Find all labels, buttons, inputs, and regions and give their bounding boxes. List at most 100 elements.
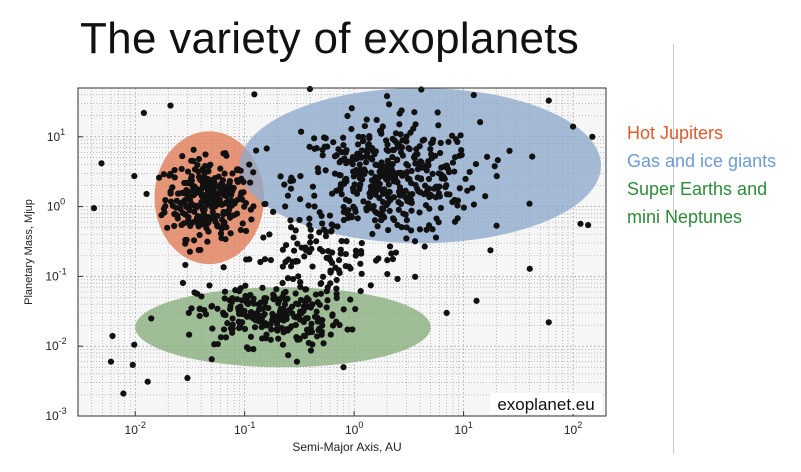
data-point xyxy=(319,322,326,329)
data-point xyxy=(342,149,349,156)
data-point xyxy=(416,209,423,216)
y-tick-label: 10-3 xyxy=(45,406,66,423)
data-point xyxy=(337,187,344,194)
data-point xyxy=(434,109,441,116)
data-point xyxy=(460,204,467,211)
data-point xyxy=(327,269,334,276)
data-point xyxy=(403,235,410,242)
data-point xyxy=(407,227,415,234)
data-point xyxy=(316,229,323,236)
data-point xyxy=(372,182,379,189)
data-point xyxy=(199,213,206,220)
data-point xyxy=(297,196,304,203)
data-point xyxy=(223,152,230,159)
y-tick-label: 10-2 xyxy=(45,336,66,353)
data-point xyxy=(319,248,326,255)
data-point xyxy=(207,161,214,168)
data-point xyxy=(402,187,409,194)
data-point xyxy=(253,147,260,154)
data-point xyxy=(179,279,187,287)
data-point xyxy=(209,208,216,216)
data-point xyxy=(403,133,410,140)
data-point xyxy=(389,256,396,263)
data-point xyxy=(288,174,295,181)
data-point xyxy=(218,225,225,232)
data-point xyxy=(344,112,351,120)
data-point xyxy=(143,190,150,198)
data-point xyxy=(397,200,405,208)
data-point xyxy=(340,208,347,216)
data-point xyxy=(529,153,536,160)
data-point xyxy=(451,168,458,175)
data-point xyxy=(250,169,257,176)
data-point xyxy=(262,200,269,208)
data-point xyxy=(376,194,383,202)
data-point xyxy=(379,123,386,130)
data-point xyxy=(313,308,320,315)
data-point xyxy=(297,283,304,291)
data-point xyxy=(287,263,295,270)
data-point xyxy=(412,152,419,159)
data-point xyxy=(222,236,229,243)
data-point xyxy=(577,220,584,227)
data-point xyxy=(183,236,190,244)
data-point xyxy=(275,335,282,342)
data-point xyxy=(179,153,186,160)
data-point xyxy=(307,347,315,354)
data-point xyxy=(247,179,254,186)
data-point xyxy=(184,168,192,175)
data-point xyxy=(439,173,446,180)
data-point xyxy=(220,211,227,218)
data-point xyxy=(406,145,413,153)
data-point xyxy=(369,230,376,238)
data-point xyxy=(246,256,253,263)
data-point xyxy=(314,165,321,172)
data-point xyxy=(357,247,365,255)
data-point xyxy=(205,185,212,192)
data-point xyxy=(382,137,390,144)
data-point xyxy=(247,309,254,316)
data-point xyxy=(320,340,327,347)
data-point xyxy=(464,187,471,194)
data-point xyxy=(349,156,357,164)
data-point xyxy=(330,139,337,146)
data-point xyxy=(381,186,388,193)
data-point xyxy=(144,378,151,385)
data-point xyxy=(383,202,390,209)
data-point xyxy=(425,185,432,192)
data-point xyxy=(392,249,400,256)
data-point xyxy=(167,188,174,195)
data-point xyxy=(414,166,422,173)
data-point xyxy=(336,321,343,329)
data-point xyxy=(347,296,354,303)
data-point xyxy=(361,166,368,173)
data-point xyxy=(329,312,336,319)
data-point xyxy=(196,231,203,239)
data-point xyxy=(131,341,138,348)
data-point xyxy=(373,116,380,124)
data-point xyxy=(307,233,314,240)
data-point xyxy=(393,178,401,185)
legend-hot-jupiters: Hot Jupiters xyxy=(627,123,724,143)
data-point xyxy=(389,154,396,161)
x-tick-label: 10-1 xyxy=(234,420,255,437)
data-point xyxy=(340,306,347,313)
data-point xyxy=(384,177,391,184)
data-point xyxy=(323,228,330,236)
data-point xyxy=(220,326,228,333)
data-point xyxy=(433,215,440,222)
data-point xyxy=(220,191,227,199)
data-point xyxy=(506,147,513,154)
data-point xyxy=(195,155,203,163)
data-point xyxy=(385,101,393,108)
data-point xyxy=(482,193,489,200)
data-point xyxy=(298,244,305,251)
data-point xyxy=(328,221,335,228)
data-point xyxy=(458,151,465,159)
data-point xyxy=(342,250,349,258)
data-point xyxy=(239,220,246,227)
data-point xyxy=(390,194,398,201)
data-point xyxy=(297,128,305,135)
data-point xyxy=(268,326,275,333)
data-point xyxy=(208,203,215,211)
